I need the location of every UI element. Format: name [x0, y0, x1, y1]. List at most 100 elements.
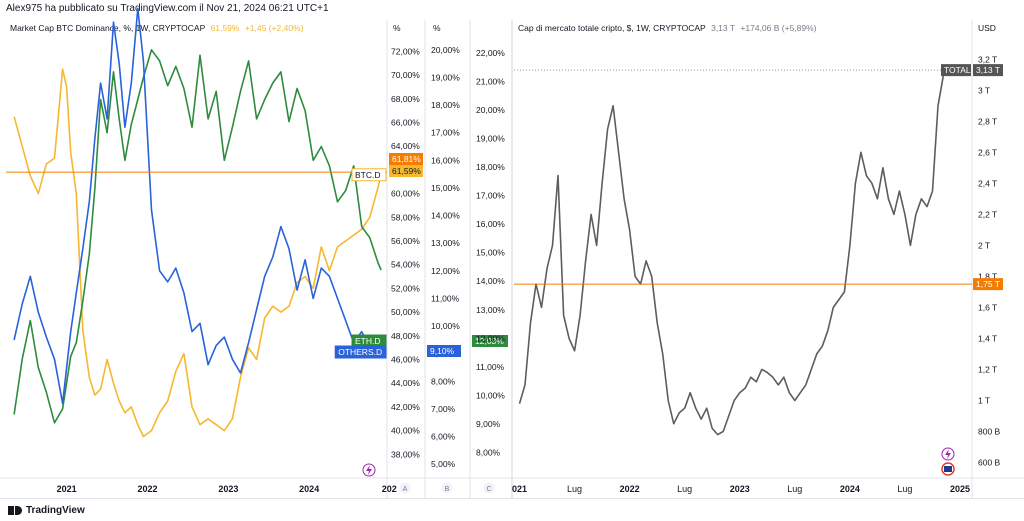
axis-a-badge [399, 482, 411, 494]
right-axis-tick: 600 B [978, 457, 1001, 467]
axis-b-tick: 5,00% [431, 459, 456, 469]
series-others-d-line [13, 7, 382, 405]
right-left-axis-tick: 14,00% [476, 276, 505, 286]
right-axis-tick: 1,2 T [978, 364, 997, 374]
right-left-axis-tick: 16,00% [476, 219, 505, 229]
price-label-bg [389, 153, 423, 165]
right-price-label: 3,13 T [976, 65, 1000, 75]
left-legend-title: Market Cap BTC Dominance, %, 1W, CRYPTOC… [10, 23, 206, 33]
right-axis-tick: 2 T [978, 240, 990, 250]
right-axis-tick: 1,4 T [978, 333, 997, 343]
right-time-tick: 2025 [950, 484, 970, 494]
axis-a-tick: 54,00% [391, 260, 420, 270]
price-label: 12,03% [475, 336, 504, 346]
axis-a-tick: 56,00% [391, 236, 420, 246]
axis-b-tick: 19,00% [431, 72, 460, 82]
axis-b-tick: 13,00% [431, 238, 460, 248]
axis-a-tick: 46,00% [391, 355, 420, 365]
right-left-axis-tick: 19,00% [476, 134, 505, 144]
right-axis-tick: 3 T [978, 85, 990, 95]
axis-a-tick: 70,00% [391, 70, 420, 80]
price-label: 61,81% [392, 154, 421, 164]
right-left-axis-tick: 11,00% [476, 362, 505, 372]
right-legend-value: 3,13 T [711, 23, 736, 33]
axis-c-badge [483, 482, 495, 494]
price-label-bg [427, 345, 461, 357]
right-price-label: 1,75 T [976, 279, 1000, 289]
right-axis-tick: 800 B [978, 426, 1001, 436]
left-legend-change: +1,45 (+2,40%) [244, 23, 304, 33]
axis-a-tick: 58,00% [391, 212, 420, 222]
right-left-axis-tick: 9,00% [476, 419, 501, 429]
right-left-axis-tick: 10,00% [476, 390, 505, 400]
right-time-tick: 2023 [730, 484, 750, 494]
right-price-label-bg [973, 278, 1003, 291]
right-axis-tick: 1 T [978, 395, 990, 405]
series-eth-d-end-label: ETH.D [355, 336, 381, 346]
price-label-bg [472, 335, 508, 347]
right-left-axis-tick: 18,00% [476, 162, 505, 172]
right-left-axis-tick: 22,00% [476, 48, 505, 58]
right-time-tick: 2022 [620, 484, 640, 494]
left-time-tick: 202 [382, 484, 397, 494]
price-label-bg [389, 165, 423, 177]
right-axis-unit: USD [978, 23, 996, 33]
axis-b-tick: 15,00% [431, 183, 460, 193]
axis-b-tick: 20,00% [431, 45, 460, 55]
right-time-tick: Lug [677, 484, 692, 494]
right-time-tick: 021 [512, 484, 527, 494]
axis-a-tick: 38,00% [391, 449, 420, 459]
right-left-axis-tick: 13,00% [476, 305, 505, 315]
left-time-tick: 2021 [57, 484, 77, 494]
right-axis-tick: 1,6 T [978, 302, 997, 312]
axis-b-tick: 16,00% [431, 155, 460, 165]
right-axis-tick: 1,8 T [978, 271, 997, 281]
axis-b-badge [441, 482, 453, 494]
right-left-axis-tick: 8,00% [476, 447, 501, 457]
axis-b-tick: 8,00% [431, 376, 456, 386]
axis-a-tick: 52,00% [391, 283, 420, 293]
axis-a-tick: 64,00% [391, 141, 420, 151]
right-legend-title: Cap di mercato totale cripto, $, 1W, CRY… [518, 23, 706, 33]
axis-a-tick: 72,00% [391, 46, 420, 56]
right-time-tick: 2024 [840, 484, 860, 494]
right-price-label-bg [973, 64, 1003, 77]
axis-a-tick: 44,00% [391, 378, 420, 388]
right-chart-legend: Cap di mercato totale cripto, $, 1W, CRY… [518, 23, 820, 33]
flag-event-glyph [944, 466, 952, 472]
right-axis-tick: 2,2 T [978, 209, 997, 219]
right-left-axis-tick: 17,00% [476, 191, 505, 201]
event-flash-glyph [366, 465, 372, 475]
series-others-d-end-label: OTHERS.D [338, 347, 382, 357]
axis-a-tick: 68,00% [391, 94, 420, 104]
axis-a-letter: A [403, 486, 408, 493]
axis-b-tick: 6,00% [431, 432, 456, 442]
right-time-tick: Lug [567, 484, 582, 494]
right-left-axis-tick: 20,00% [476, 105, 505, 115]
right-left-axis-tick: 12,00% [476, 333, 505, 343]
publish-header: Alex975 ha pubblicato su TradingView.com… [6, 3, 329, 14]
left-time-tick: 2022 [137, 484, 157, 494]
axis-b-tick: 17,00% [431, 128, 460, 138]
tradingview-logo-icon [8, 505, 22, 515]
axis-b-tick: 12,00% [431, 266, 460, 276]
right-left-axis-tick: 15,00% [476, 248, 505, 258]
series-btc-d-line [13, 68, 382, 438]
axis-b-letter: B [445, 486, 450, 493]
axis-b-tick: 7,00% [431, 404, 456, 414]
left-time-tick: 2024 [299, 484, 319, 494]
axis-a-tick: 40,00% [391, 426, 420, 436]
axis-a-tick: 48,00% [391, 331, 420, 341]
axis-b-tick: 18,00% [431, 100, 460, 110]
right-time-tick: Lug [787, 484, 802, 494]
series-total-line [518, 69, 947, 436]
axis-a-tick: 66,00% [391, 118, 420, 128]
right-left-axis-tick: 21,00% [476, 77, 505, 87]
price-label: 61,59% [392, 166, 421, 176]
axis-c-letter: C [486, 486, 491, 493]
axis-b-tick: 14,00% [431, 211, 460, 221]
right-axis-tick: 2,8 T [978, 116, 997, 126]
left-time-tick: 2023 [218, 484, 238, 494]
left-legend-value: 61,59% [210, 23, 240, 33]
